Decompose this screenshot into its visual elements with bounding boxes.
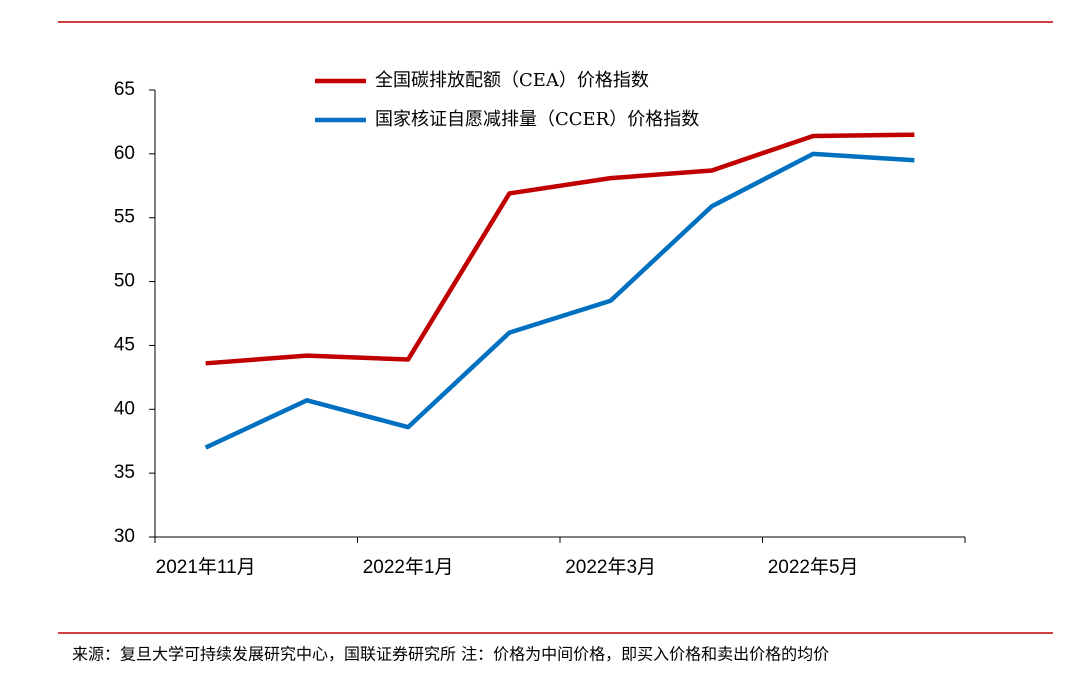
y-tick-label: 60	[114, 143, 135, 164]
legend-label: 全国碳排放配额（CEA）价格指数	[375, 70, 649, 91]
y-tick-label: 35	[114, 462, 135, 483]
x-tick-label: 2022年3月	[565, 556, 656, 578]
x-tick-label: 2021年11月	[156, 556, 256, 578]
y-tick-label: 45	[114, 334, 135, 355]
series-line	[205, 132, 915, 366]
y-tick-label: 55	[114, 207, 135, 228]
source-note: 来源：复旦大学可持续发展研究中心，国联证券研究所 注：价格为中间价格，即买入价格…	[72, 645, 829, 664]
y-tick-label: 40	[114, 398, 135, 419]
x-tick-label: 2022年5月	[768, 556, 859, 578]
y-tick-label: 65	[114, 79, 135, 100]
series-line	[204, 151, 915, 450]
legend-label: 国家核证自愿减排量（CCER）价格指数	[375, 109, 699, 130]
y-tick-label: 50	[114, 271, 135, 292]
x-tick-label: 2022年1月	[363, 556, 454, 578]
y-tick-label: 30	[114, 526, 135, 547]
